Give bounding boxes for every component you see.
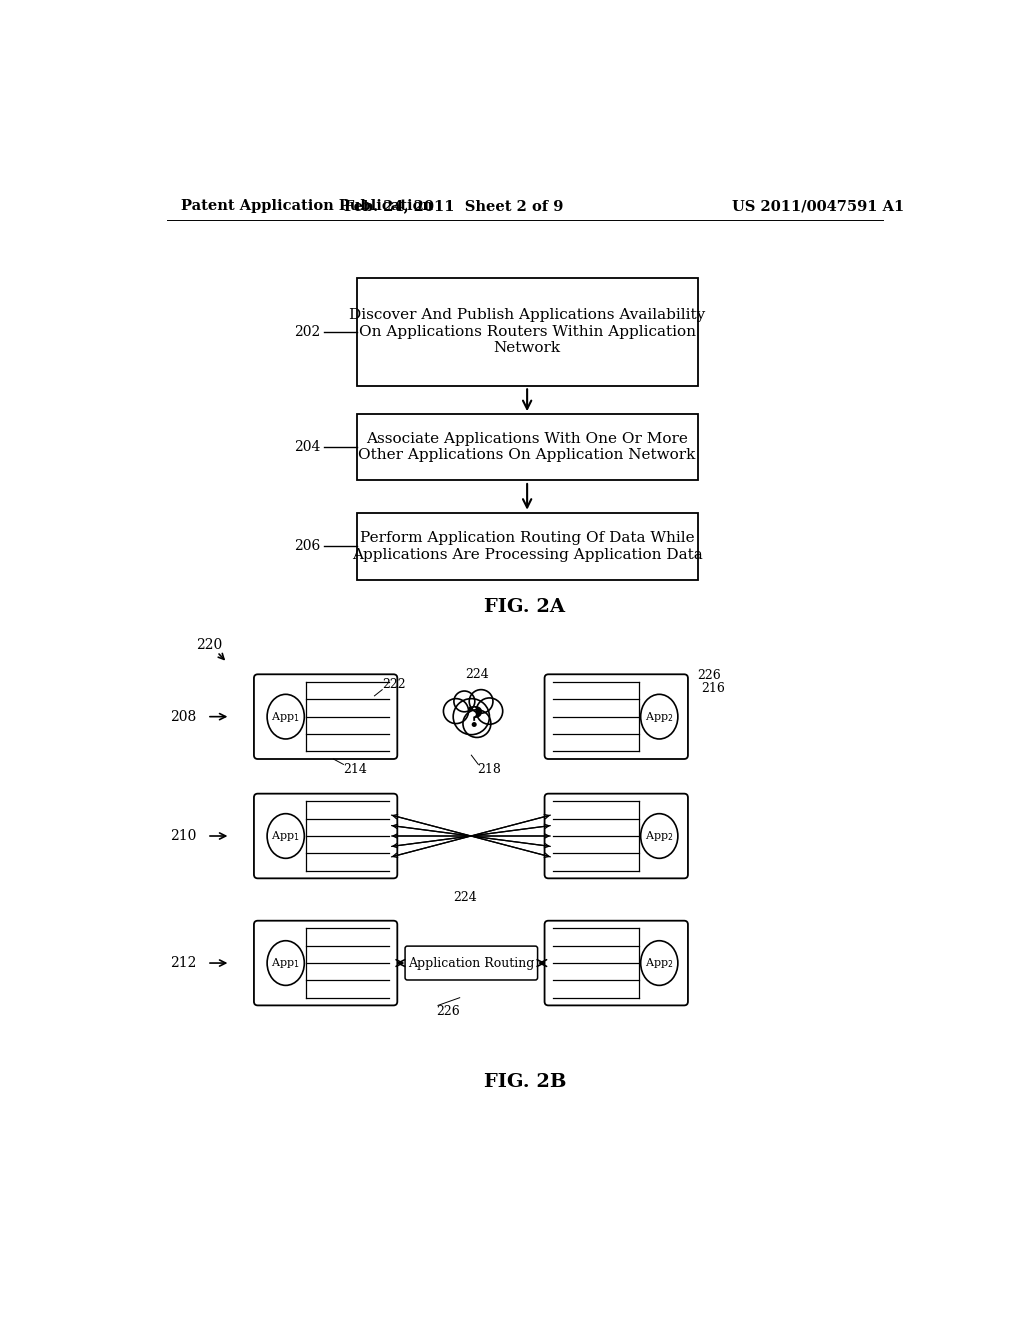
FancyBboxPatch shape (545, 675, 688, 759)
Circle shape (463, 710, 490, 738)
FancyBboxPatch shape (406, 946, 538, 979)
Ellipse shape (641, 941, 678, 985)
Text: 222: 222 (382, 677, 406, 690)
Text: App$_1$: App$_1$ (271, 956, 300, 970)
FancyBboxPatch shape (545, 921, 688, 1006)
FancyBboxPatch shape (254, 921, 397, 1006)
Text: App$_1$: App$_1$ (271, 829, 300, 843)
Text: 224: 224 (454, 891, 477, 904)
Text: App$_2$: App$_2$ (645, 956, 674, 970)
Text: Patent Application Publication: Patent Application Publication (180, 199, 433, 213)
Text: 216: 216 (701, 681, 725, 694)
Text: 226: 226 (436, 1005, 460, 1018)
Text: Perform Application Routing Of Data While
Applications Are Processing Applicatio: Perform Application Routing Of Data Whil… (352, 532, 702, 561)
Circle shape (454, 690, 475, 711)
Text: Feb. 24, 2011  Sheet 2 of 9: Feb. 24, 2011 Sheet 2 of 9 (344, 199, 563, 213)
Text: 206: 206 (294, 540, 321, 553)
FancyBboxPatch shape (545, 793, 688, 878)
Ellipse shape (267, 694, 304, 739)
Text: 212: 212 (170, 956, 197, 970)
Text: FIG. 2A: FIG. 2A (484, 598, 565, 615)
Text: 226: 226 (697, 669, 721, 682)
FancyBboxPatch shape (254, 675, 397, 759)
FancyBboxPatch shape (254, 793, 397, 878)
Text: App$_1$: App$_1$ (271, 710, 300, 723)
FancyBboxPatch shape (356, 512, 697, 581)
Ellipse shape (267, 941, 304, 985)
Text: Associate Applications With One Or More
Other Applications On Application Networ: Associate Applications With One Or More … (358, 432, 696, 462)
Ellipse shape (641, 813, 678, 858)
Circle shape (443, 698, 469, 723)
Circle shape (476, 698, 503, 725)
Text: 214: 214 (343, 763, 368, 776)
Text: 208: 208 (170, 710, 197, 723)
Text: App$_2$: App$_2$ (645, 710, 674, 723)
Text: 218: 218 (477, 763, 501, 776)
FancyBboxPatch shape (356, 277, 697, 385)
Text: 204: 204 (294, 440, 321, 454)
FancyBboxPatch shape (356, 414, 697, 480)
Text: 220: 220 (197, 638, 222, 652)
Text: FIG. 2B: FIG. 2B (483, 1073, 566, 1092)
Text: App$_2$: App$_2$ (645, 829, 674, 843)
Text: 202: 202 (294, 325, 321, 339)
Text: Discover And Publish Applications Availability
On Applications Routers Within Ap: Discover And Publish Applications Availa… (349, 309, 706, 355)
Text: US 2011/0047591 A1: US 2011/0047591 A1 (731, 199, 904, 213)
Text: ?: ? (466, 706, 482, 733)
Text: Application Routing: Application Routing (409, 957, 535, 970)
Circle shape (454, 698, 489, 735)
Ellipse shape (641, 694, 678, 739)
Text: 210: 210 (170, 829, 197, 843)
Circle shape (469, 689, 493, 713)
Text: 224: 224 (465, 668, 488, 681)
Ellipse shape (267, 813, 304, 858)
